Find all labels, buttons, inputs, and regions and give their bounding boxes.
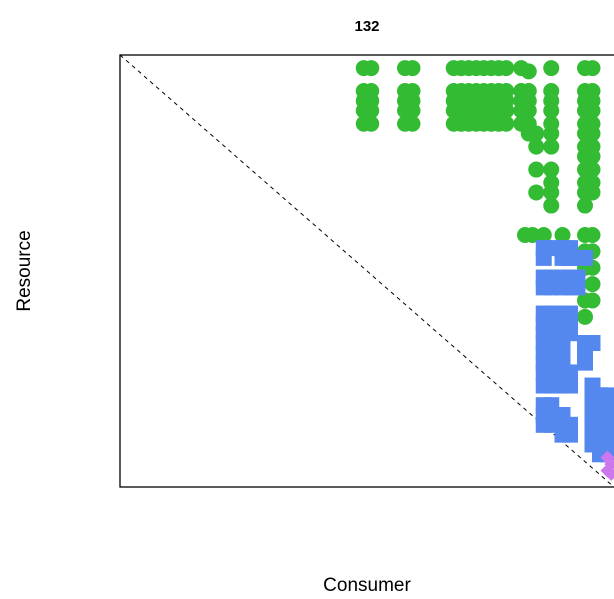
y-axis-label: Resource — [14, 230, 35, 311]
chart-title: 132 — [354, 18, 379, 35]
point-green-circle — [584, 292, 601, 309]
point-green-circle — [528, 138, 545, 155]
point-green-circle — [584, 148, 601, 165]
point-green-circle — [524, 227, 541, 243]
diagonal-reference-line — [119, 54, 614, 488]
point-green-circle — [363, 115, 380, 132]
point-green-circle — [543, 102, 560, 119]
point-blue-square — [562, 426, 578, 443]
point-green-circle — [577, 197, 593, 214]
point-green-circle — [528, 184, 545, 201]
point-green-circle — [554, 227, 571, 243]
point-green-circle — [543, 184, 560, 201]
point-green-circle — [584, 125, 601, 142]
point-green-circle — [584, 276, 601, 293]
point-green-circle — [528, 125, 545, 142]
point-blue-square — [562, 377, 578, 394]
point-green-circle — [584, 184, 601, 201]
point-green-circle — [498, 102, 515, 119]
point-green-circle — [498, 60, 515, 77]
point-green-circle — [363, 102, 380, 119]
plot-frame — [119, 54, 614, 488]
point-green-circle — [404, 115, 421, 132]
point-green-circle — [498, 115, 515, 132]
point-green-circle — [528, 161, 545, 178]
point-green-circle — [404, 60, 421, 77]
point-green-circle — [543, 125, 560, 142]
point-green-circle — [543, 60, 560, 77]
point-green-circle — [404, 102, 421, 119]
point-green-circle — [520, 63, 537, 80]
point-green-circle — [543, 161, 560, 178]
x-axis-label: Consumer — [323, 575, 411, 596]
point-green-circle — [520, 102, 537, 119]
point-green-circle — [363, 60, 380, 77]
point-green-circle — [584, 60, 601, 77]
data-points — [355, 60, 614, 481]
point-green-circle — [584, 161, 601, 178]
point-green-circle — [543, 197, 560, 214]
point-green-circle — [543, 138, 560, 155]
point-blue-square — [535, 249, 552, 266]
point-blue-square — [577, 354, 593, 371]
point-green-circle — [584, 102, 601, 119]
point-violet-diamond — [604, 466, 614, 481]
point-green-circle — [535, 227, 552, 243]
point-blue-square — [577, 249, 593, 266]
point-green-circle — [584, 227, 601, 243]
point-blue-square — [569, 279, 586, 296]
point-blue-square — [562, 364, 578, 381]
point-green-circle — [577, 308, 593, 325]
